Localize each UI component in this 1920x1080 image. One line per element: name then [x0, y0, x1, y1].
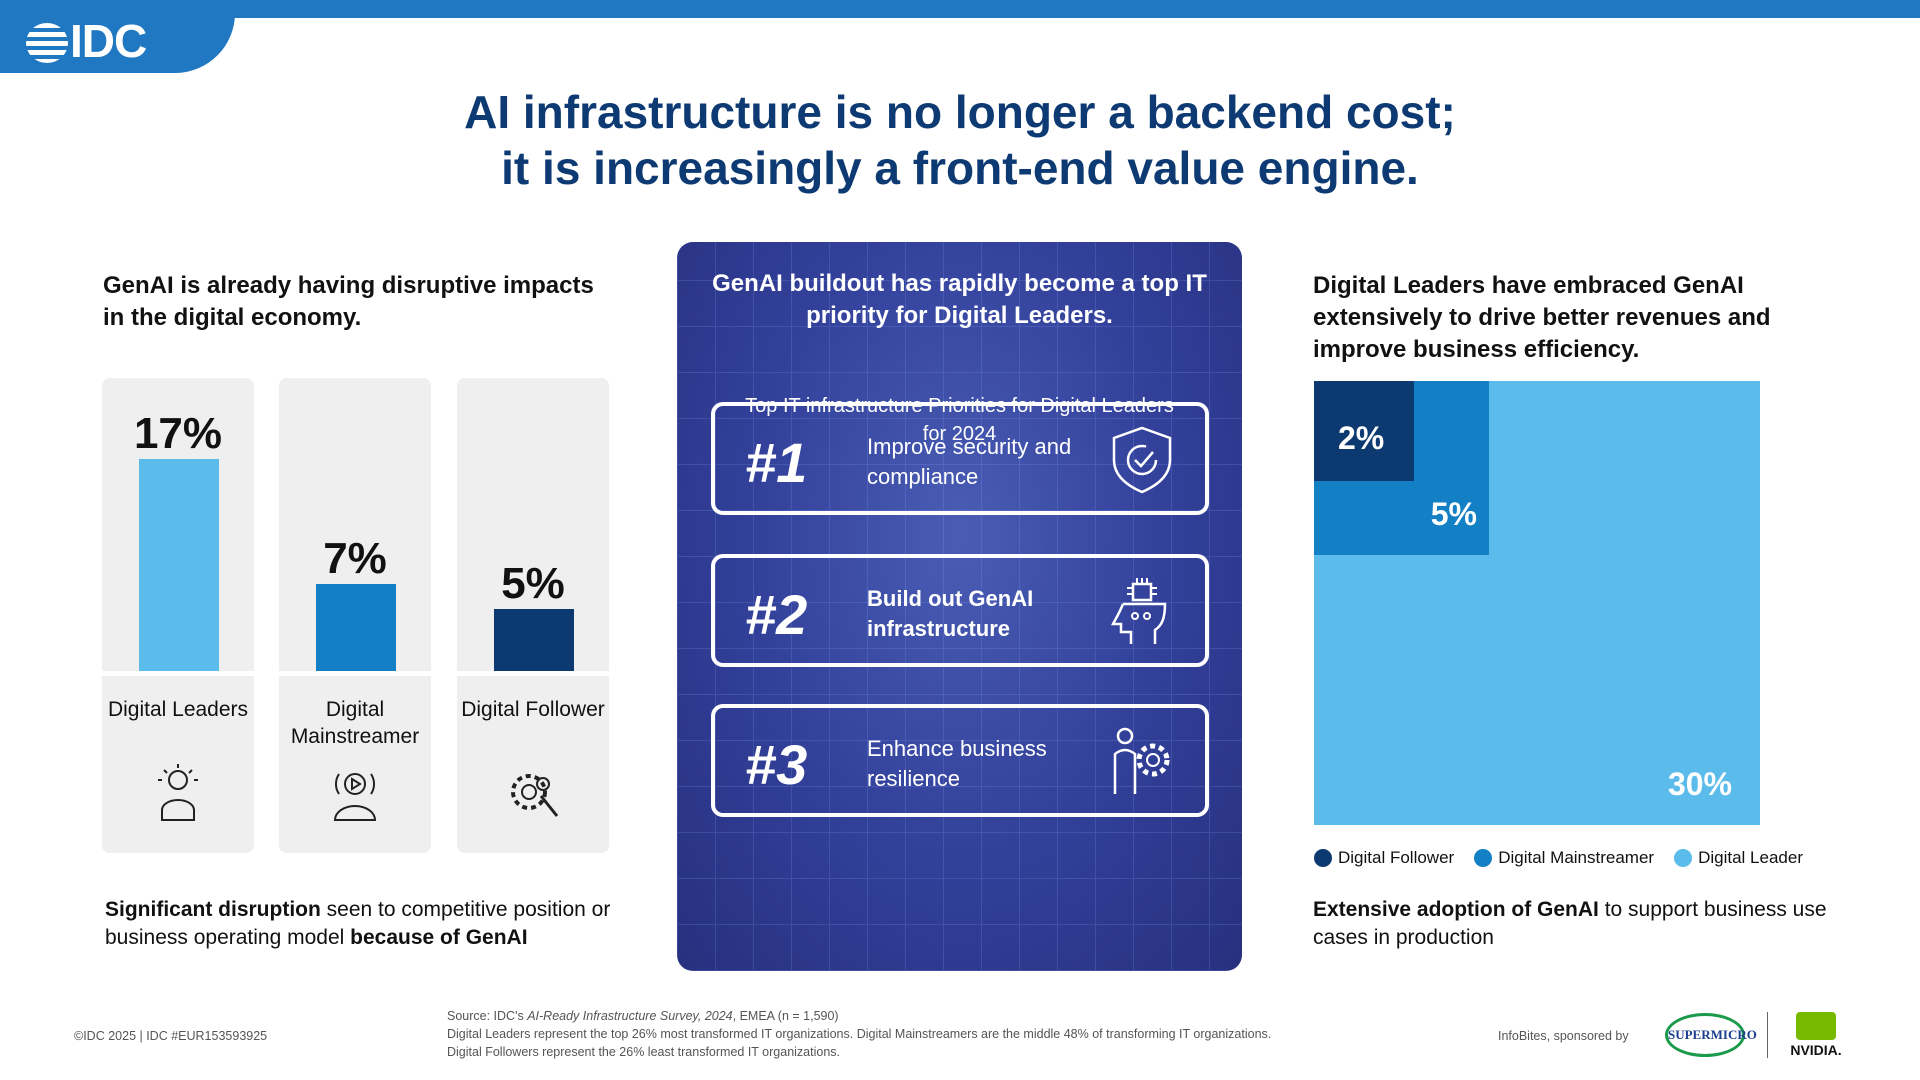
- right-heading: Digital Leaders have embraced GenAI exte…: [1313, 272, 1771, 363]
- legend-follower: Digital Follower: [1314, 848, 1454, 868]
- broadcast-person-icon: [333, 773, 377, 821]
- treemap-follower: 2%: [1314, 381, 1414, 481]
- left-note: Significant disruption seen to competiti…: [105, 898, 611, 949]
- source-note: Source: IDC's AI-Ready Infrastructure Su…: [447, 1009, 1272, 1059]
- supermicro-logo: SUPERMICRO: [1665, 1013, 1757, 1057]
- gear-person-icon: [511, 774, 559, 817]
- panel-heading: GenAI buildout has rapidly become a top …: [712, 270, 1207, 329]
- priority-text: Build out GenAI infrastructure: [867, 586, 1034, 641]
- priority-2: #2 Build out GenAI infrastructure: [711, 554, 1209, 667]
- priority-rank: #1: [745, 431, 808, 494]
- bar-label: Digital Mainstreamer: [290, 698, 420, 748]
- bar-label: Digital Follower: [461, 698, 605, 721]
- shield-check-icon: [1112, 426, 1172, 494]
- bar-card-2: 5% Digital Follower: [457, 378, 609, 853]
- copyright: ©IDC 2025 | IDC #EUR153593925: [74, 1029, 268, 1043]
- legend-leader: Digital Leader: [1674, 848, 1803, 868]
- lightbulb-person-icon: [158, 764, 198, 821]
- bar: [316, 583, 396, 671]
- priority-text: Improve security and compliance: [867, 434, 1072, 489]
- sponsor-label: InfoBites, sponsored by: [1498, 1029, 1629, 1043]
- bar-value: 7%: [323, 533, 387, 583]
- priority-rank: #3: [745, 733, 808, 796]
- ai-head-chip-icon: [1110, 578, 1167, 644]
- person-gear-icon: [1113, 727, 1170, 794]
- left-heading: GenAI is already having disruptive impac…: [103, 272, 594, 331]
- treemap-legend: Digital Follower Digital Mainstreamer Di…: [1314, 848, 1803, 868]
- treemap: 5% 2% 30%: [1314, 381, 1760, 825]
- bar: [494, 608, 574, 671]
- priority-rank: #2: [745, 583, 808, 646]
- top-bar: [0, 0, 1920, 18]
- bar-value: 5%: [501, 558, 565, 608]
- legend-mainstreamer: Digital Mainstreamer: [1474, 848, 1654, 868]
- bar-card-0: 17% Digital Leaders: [102, 378, 254, 853]
- bar: [139, 459, 219, 671]
- treemap-leader-label: 30%: [1667, 766, 1732, 802]
- bar-card-1: 7% Digital Mainstreamer: [279, 378, 431, 853]
- right-note: Extensive adoption of GenAI to support b…: [1313, 898, 1827, 949]
- priority-3: #3 Enhance business resilience: [711, 704, 1209, 817]
- bar-label: Digital Leaders: [107, 698, 249, 721]
- priority-1: #1 Improve security and compliance: [711, 402, 1209, 515]
- priorities-panel: GenAI buildout has rapidly become a top …: [677, 242, 1242, 971]
- nvidia-logo: NVIDIA.: [1786, 1012, 1846, 1058]
- priority-text: Enhance business resilience: [867, 736, 1047, 791]
- idc-logo: IDC: [26, 14, 147, 68]
- logo-tab: IDC: [0, 0, 235, 73]
- panel-subheading: Top IT infrastructure Priorities for Dig…: [745, 395, 1174, 445]
- bar-value: 17%: [133, 409, 223, 458]
- page-title: AI infrastructure is no longer a backend…: [464, 86, 1456, 194]
